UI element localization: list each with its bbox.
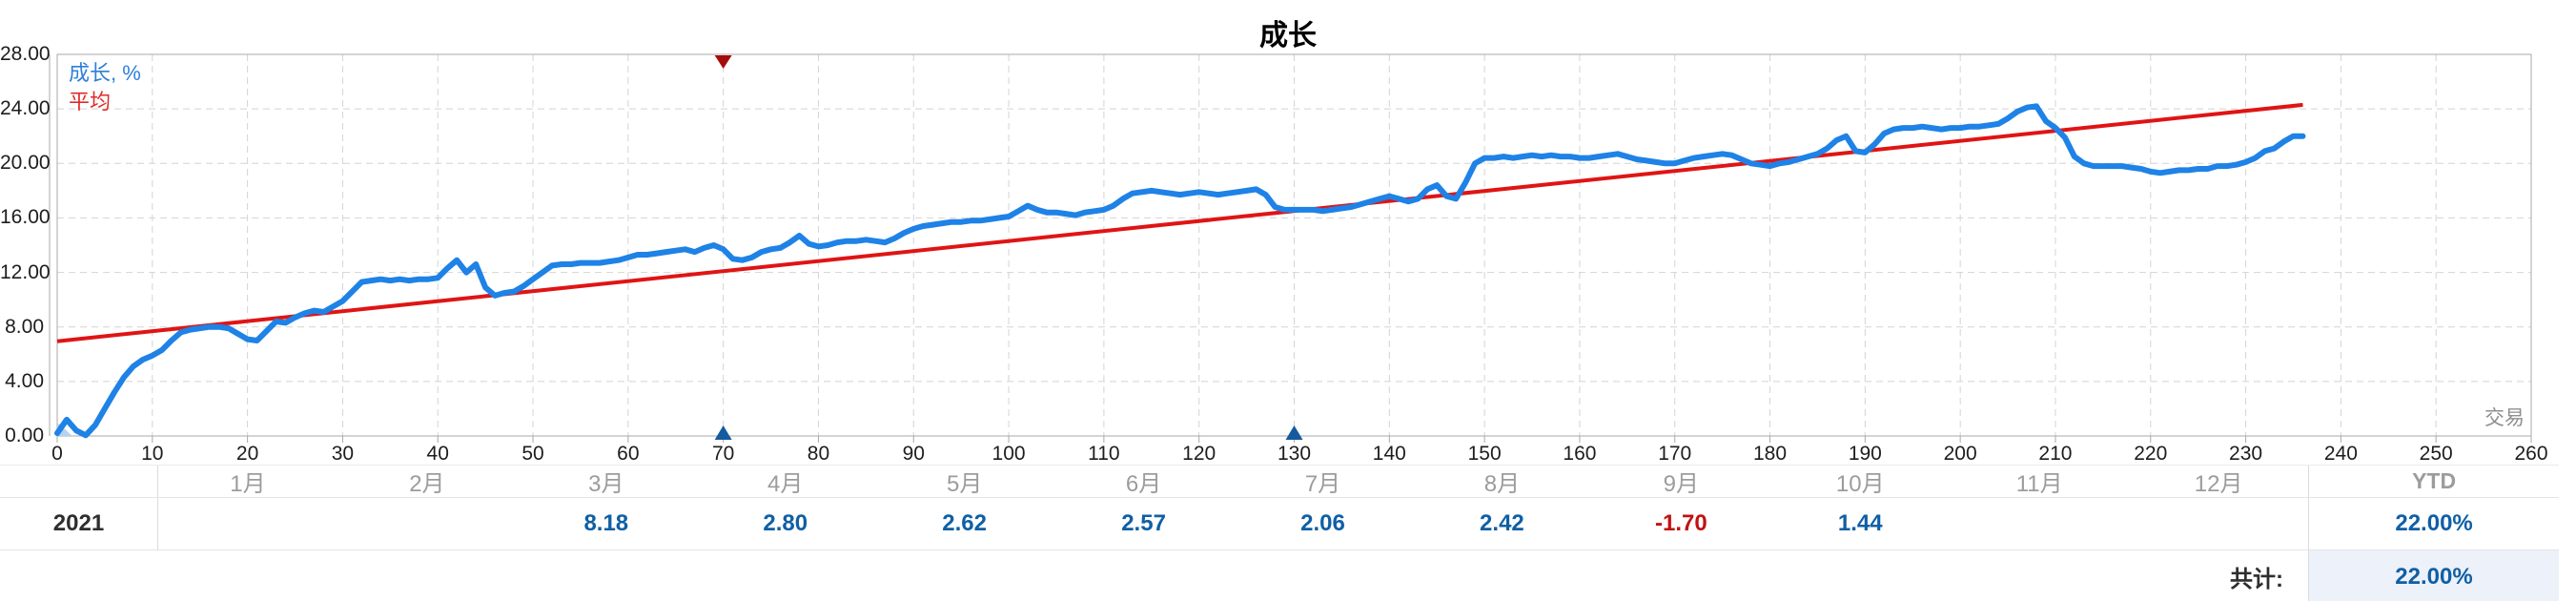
y-tick-label: 20.00 bbox=[0, 152, 51, 175]
month-header-cell: 11月 bbox=[2015, 471, 2063, 497]
legend-growth: 成长, % bbox=[69, 61, 141, 85]
y-tick-label: 4.00 bbox=[5, 369, 44, 392]
x-tick-label: 200 bbox=[1943, 443, 1977, 465]
table-total-row: 共计: 22.00% bbox=[0, 550, 2559, 601]
x-tick-label: 150 bbox=[1467, 443, 1502, 465]
x-tick-label: 130 bbox=[1277, 443, 1312, 465]
x-tick-label: 160 bbox=[1563, 443, 1597, 465]
x-tick-label: 30 bbox=[331, 443, 355, 465]
x-tick-label: 180 bbox=[1753, 443, 1788, 465]
month-header-cell: 10月 bbox=[1835, 471, 1885, 497]
x-tick-label: 140 bbox=[1372, 443, 1406, 465]
month-value-cell bbox=[2129, 498, 2308, 549]
x-tick-label: 20 bbox=[235, 443, 259, 465]
chart-canvas bbox=[49, 53, 2532, 443]
x-tick-label: 260 bbox=[2514, 443, 2548, 465]
x-tick-label: 190 bbox=[1848, 443, 1882, 465]
x-tick-label: 80 bbox=[807, 443, 830, 465]
month-header-cell: 4月 bbox=[767, 471, 804, 497]
y-tick-label: 8.00 bbox=[5, 315, 44, 338]
month-value-cell: -1.70 bbox=[1654, 510, 1707, 536]
month-value-cell: 2.57 bbox=[1121, 510, 1166, 536]
x-tick-label: 100 bbox=[992, 443, 1026, 465]
month-header-cell: 12月 bbox=[2194, 471, 2243, 497]
x-axis-title: 交易 bbox=[2484, 407, 2525, 429]
ytd-header-cell: YTD bbox=[2308, 466, 2559, 497]
x-tick-label: 210 bbox=[2038, 443, 2073, 465]
month-header-cell: 9月 bbox=[1663, 471, 1700, 497]
month-header-cell: 8月 bbox=[1483, 471, 1521, 497]
x-tick-label: 170 bbox=[1658, 443, 1692, 465]
month-value-cell: 2.62 bbox=[942, 510, 987, 536]
month-value-cell: 8.18 bbox=[583, 510, 629, 536]
x-tick-label: 0 bbox=[51, 443, 63, 465]
month-value-cell: 1.44 bbox=[1837, 510, 1883, 536]
month-value-cell bbox=[337, 498, 517, 549]
x-tick-label: 50 bbox=[521, 443, 544, 465]
x-tick-label: 220 bbox=[2134, 443, 2168, 465]
month-value-cell: 2.80 bbox=[763, 510, 808, 536]
x-tick-label: 240 bbox=[2323, 443, 2358, 465]
y-tick-label: 24.00 bbox=[0, 97, 51, 120]
year-cell: 2021 bbox=[0, 498, 158, 549]
x-tick-label: 120 bbox=[1182, 443, 1216, 465]
month-header-cell: 1月 bbox=[230, 471, 266, 497]
growth-chart: 成长, % 平均 交易 0 10 20 30 40 50 60 70 80 90 100 110 120… bbox=[0, 43, 2548, 465]
x-tick-label: 60 bbox=[617, 443, 640, 465]
month-value-cell bbox=[1950, 498, 2129, 549]
legend-average: 平均 bbox=[69, 90, 112, 114]
month-value-cell: 2.42 bbox=[1480, 510, 1524, 536]
month-header-cell: 6月 bbox=[1125, 471, 1162, 497]
month-value-cell: 2.06 bbox=[1300, 510, 1345, 536]
month-header-cell: 7月 bbox=[1304, 471, 1341, 497]
chart-title: 成长 bbox=[1259, 20, 1317, 52]
x-tick-label: 250 bbox=[2419, 443, 2453, 465]
total-label: 共计: bbox=[2230, 567, 2283, 592]
month-header-cell: 2月 bbox=[409, 471, 445, 497]
year-header-cell bbox=[0, 466, 158, 497]
x-tick-label: 70 bbox=[711, 443, 735, 465]
table-header-row: 1月 2月 3月 4月 5月 6月 7月 8月 9月 10月 11月 12月 YTD bbox=[0, 465, 2559, 498]
y-tick-label: 12.00 bbox=[0, 260, 51, 283]
total-label-cell: 共计: bbox=[158, 550, 2308, 601]
y-tick-label: 28.00 bbox=[0, 43, 51, 65]
table-row: 2021 8.18 2.80 2.62 2.57 2.06 2.42 -1.70 1.44 22… bbox=[0, 498, 2559, 550]
x-tick-label: 90 bbox=[902, 443, 925, 465]
ytd-value-cell: 22.00% bbox=[2308, 498, 2559, 549]
x-tick-label: 110 bbox=[1088, 443, 1120, 465]
month-header-cell: 3月 bbox=[588, 471, 624, 497]
total-spacer-cell bbox=[0, 550, 158, 601]
month-header-cell: 5月 bbox=[946, 471, 983, 497]
x-tick-label: 10 bbox=[141, 443, 164, 465]
y-tick-label: 16.00 bbox=[0, 206, 51, 229]
x-tick-label: 40 bbox=[426, 443, 449, 465]
monthly-returns-table: 1月 2月 3月 4月 5月 6月 7月 8月 9月 10月 11月 12月 YTD 2021 8.18… bbox=[0, 465, 2576, 601]
month-value-cell bbox=[158, 498, 337, 549]
total-ytd-cell: 22.00% bbox=[2308, 550, 2559, 601]
x-tick-label: 230 bbox=[2229, 443, 2263, 465]
y-tick-label: 0.00 bbox=[5, 425, 44, 446]
